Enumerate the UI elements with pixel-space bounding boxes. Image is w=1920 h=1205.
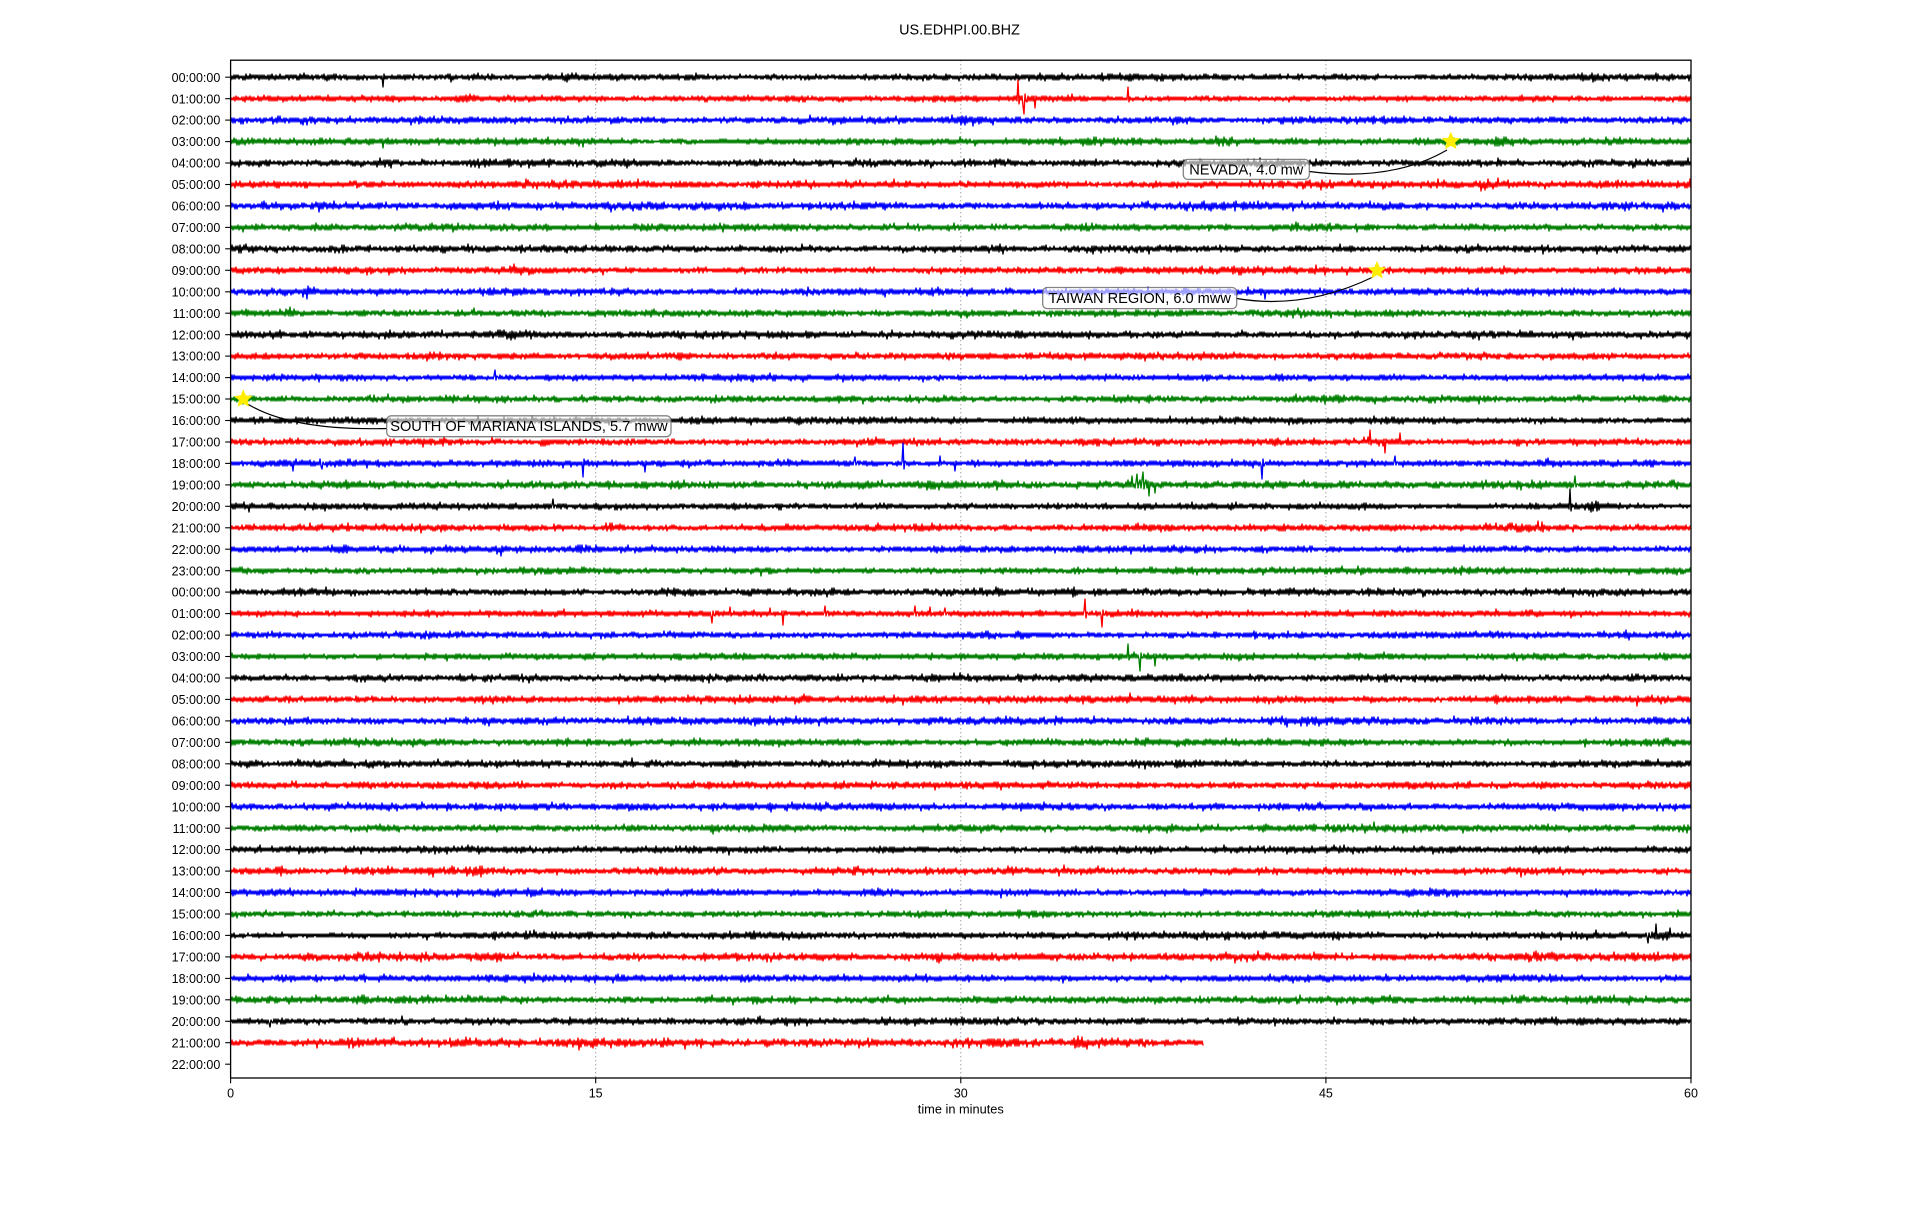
svg-text:13:00:00: 13:00:00 [172, 350, 221, 364]
svg-text:21:00:00: 21:00:00 [172, 521, 221, 535]
svg-text:09:00:00: 09:00:00 [172, 264, 221, 278]
svg-text:09:00:00: 09:00:00 [172, 779, 221, 793]
svg-text:10:00:00: 10:00:00 [172, 800, 221, 814]
svg-text:16:00:00: 16:00:00 [172, 929, 221, 943]
svg-text:07:00:00: 07:00:00 [172, 221, 221, 235]
svg-text:05:00:00: 05:00:00 [172, 693, 221, 707]
svg-text:0: 0 [227, 1087, 234, 1101]
svg-text:01:00:00: 01:00:00 [172, 607, 221, 621]
svg-text:00:00:00: 00:00:00 [172, 586, 221, 600]
svg-text:15: 15 [589, 1087, 603, 1101]
svg-text:18:00:00: 18:00:00 [172, 457, 221, 471]
svg-text:14:00:00: 14:00:00 [172, 886, 221, 900]
svg-text:00:00:00: 00:00:00 [172, 71, 221, 85]
svg-text:11:00:00: 11:00:00 [173, 822, 221, 836]
svg-text:22:00:00: 22:00:00 [172, 1058, 221, 1072]
svg-text:US.EDHPI.00.BHZ: US.EDHPI.00.BHZ [899, 23, 1020, 39]
svg-text:08:00:00: 08:00:00 [172, 242, 221, 256]
svg-text:23:00:00: 23:00:00 [172, 564, 221, 578]
svg-text:07:00:00: 07:00:00 [172, 736, 221, 750]
svg-text:20:00:00: 20:00:00 [172, 500, 221, 514]
svg-text:45: 45 [1319, 1087, 1333, 1101]
svg-text:18:00:00: 18:00:00 [172, 972, 221, 986]
svg-text:20:00:00: 20:00:00 [172, 1015, 221, 1029]
svg-text:02:00:00: 02:00:00 [172, 629, 221, 643]
svg-text:06:00:00: 06:00:00 [172, 715, 221, 729]
svg-text:19:00:00: 19:00:00 [172, 479, 221, 493]
svg-text:04:00:00: 04:00:00 [172, 672, 221, 686]
svg-text:01:00:00: 01:00:00 [172, 92, 221, 106]
svg-text:13:00:00: 13:00:00 [172, 865, 221, 879]
svg-text:30: 30 [954, 1087, 968, 1101]
svg-text:time in minutes: time in minutes [918, 1102, 1004, 1117]
svg-text:16:00:00: 16:00:00 [172, 414, 221, 428]
svg-text:15:00:00: 15:00:00 [172, 908, 221, 922]
svg-text:15:00:00: 15:00:00 [172, 393, 221, 407]
svg-text:03:00:00: 03:00:00 [172, 135, 221, 149]
svg-text:06:00:00: 06:00:00 [172, 200, 221, 214]
svg-text:12:00:00: 12:00:00 [172, 843, 221, 857]
svg-text:02:00:00: 02:00:00 [172, 114, 221, 128]
svg-text:11:00:00: 11:00:00 [173, 307, 221, 321]
svg-text:21:00:00: 21:00:00 [172, 1036, 221, 1050]
svg-text:22:00:00: 22:00:00 [172, 543, 221, 557]
svg-text:NEVADA, 4.0 mw: NEVADA, 4.0 mw [1189, 162, 1304, 178]
svg-text:10:00:00: 10:00:00 [172, 285, 221, 299]
svg-text:03:00:00: 03:00:00 [172, 650, 221, 664]
svg-text:60: 60 [1684, 1087, 1698, 1101]
svg-text:12:00:00: 12:00:00 [172, 328, 221, 342]
svg-text:04:00:00: 04:00:00 [172, 157, 221, 171]
svg-text:17:00:00: 17:00:00 [172, 951, 221, 965]
svg-text:17:00:00: 17:00:00 [172, 436, 221, 450]
svg-text:19:00:00: 19:00:00 [172, 993, 221, 1007]
svg-text:14:00:00: 14:00:00 [172, 371, 221, 385]
svg-text:SOUTH OF MARIANA ISLANDS, 5.7: SOUTH OF MARIANA ISLANDS, 5.7 mww [390, 419, 668, 435]
svg-text:TAIWAN REGION, 6.0 mww: TAIWAN REGION, 6.0 mww [1048, 291, 1231, 307]
svg-text:05:00:00: 05:00:00 [172, 178, 221, 192]
svg-text:08:00:00: 08:00:00 [172, 757, 221, 771]
